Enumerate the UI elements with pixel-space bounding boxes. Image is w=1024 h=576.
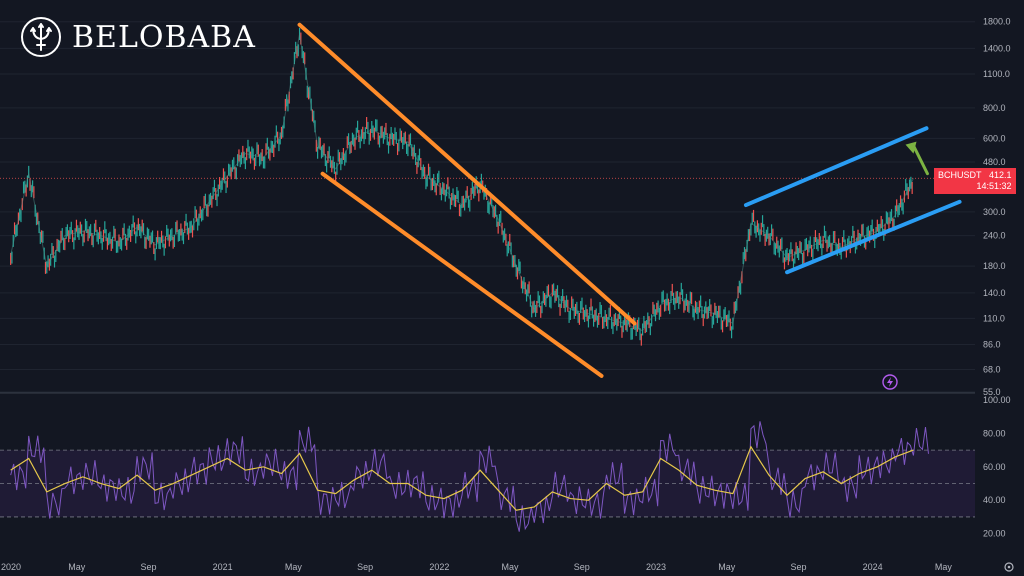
rsi-tick-label: 40.00 [983, 495, 1006, 505]
time-tick-label: 2022 [429, 562, 449, 572]
time-tick-label: May [68, 562, 86, 572]
lightning-icon[interactable] [882, 374, 898, 390]
ascending-channel-upper[interactable] [743, 126, 929, 208]
rsi-tick-label: 100.00 [983, 395, 1011, 405]
price-tick-label: 480.0 [983, 157, 1006, 167]
rsi-tick-label: 60.00 [983, 462, 1006, 472]
price-tick-label: 240.0 [983, 231, 1006, 241]
time-tick-label: 2020 [1, 562, 21, 572]
last-price-label: BCHUSDT 412.1 14:51:32 [934, 168, 1016, 194]
rsi-line [10, 421, 929, 532]
price-tick-label: 140.0 [983, 288, 1006, 298]
price-tick-label: 180.0 [983, 261, 1006, 271]
trident-icon [21, 17, 61, 57]
trend-overlays [0, 22, 975, 378]
price-axis[interactable]: 1800.0 1400.0 1100.0 800.0 600.0 480.0 300.0 24… [983, 17, 1011, 397]
price-tick-label: 1400.0 [983, 43, 1011, 53]
price-tick-label: 55.0 [983, 387, 1001, 397]
time-tick-label: May [502, 562, 520, 572]
price-tick-label: 86.0 [983, 340, 1001, 350]
rsi-ma-line [10, 445, 914, 511]
time-tick-label: Sep [790, 562, 806, 572]
price-tick-label: 800.0 [983, 103, 1006, 113]
time-tick-label: Sep [357, 562, 373, 572]
brand-logo: BELOBABA [20, 16, 256, 58]
time-tick-label: Sep [574, 562, 590, 572]
price-series [10, 27, 914, 346]
descending-channel-upper[interactable] [297, 22, 637, 326]
time-tick-label: 2024 [863, 562, 883, 572]
ascending-channel-lower[interactable] [785, 199, 962, 275]
rsi-tick-label: 80.00 [983, 428, 1006, 438]
brand-name: BELOBABA [72, 19, 256, 55]
descending-channel-lower[interactable] [320, 171, 604, 378]
time-tick-label: May [935, 562, 953, 572]
time-tick-label: May [718, 562, 736, 572]
candle-countdown: 14:51:32 [976, 181, 1012, 191]
price-tick-label: 1800.0 [983, 17, 1011, 27]
ticker-symbol: BCHUSDT [938, 170, 982, 180]
time-axis[interactable]: 2020 May Sep 2021 May Sep 2022 May Sep 2023 May Sep… [1, 562, 952, 572]
price-tick-label: 600.0 [983, 133, 1006, 143]
time-tick-label: 2021 [213, 562, 233, 572]
price-tick-label: 1100.0 [983, 69, 1010, 79]
last-price: 412.1 [989, 170, 1012, 180]
rsi-axis[interactable]: 100.00 80.00 60.00 40.00 20.00 [983, 395, 1011, 539]
price-tick-label: 68.0 [983, 364, 1001, 374]
price-tick-label: 300.0 [983, 207, 1006, 217]
rsi-tick-label: 20.00 [983, 529, 1006, 539]
arrow-up[interactable] [912, 144, 929, 176]
price-line [10, 34, 914, 332]
rsi-pane [0, 421, 975, 532]
price-tick-label: 110.0 [983, 313, 1005, 323]
time-tick-label: May [285, 562, 303, 572]
time-tick-label: Sep [140, 562, 156, 572]
settings-icon[interactable] [1004, 562, 1014, 572]
arrow-head [905, 141, 917, 154]
time-tick-label: 2023 [646, 562, 666, 572]
